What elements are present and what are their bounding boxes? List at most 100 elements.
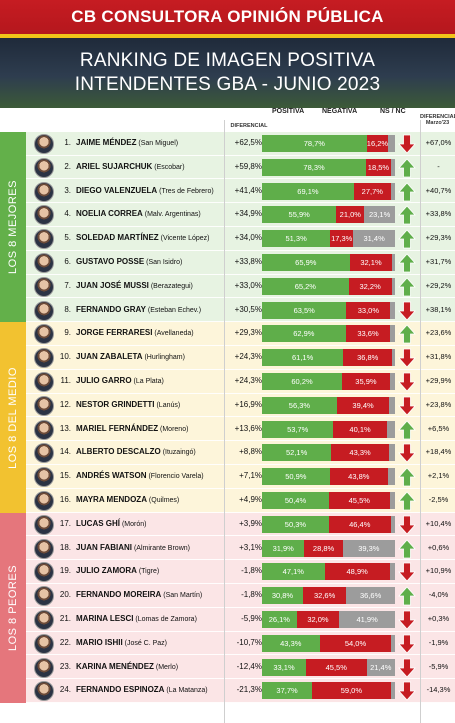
bar-positiva: 55,9% bbox=[262, 206, 337, 224]
diferencial-value: -1,8% bbox=[241, 566, 262, 576]
rank-number: 14. bbox=[59, 447, 71, 457]
table-row: 20. FERNANDO MOREIRA (San Martín) -1,8% 30,… bbox=[26, 584, 455, 608]
bar-ns-nc bbox=[386, 420, 395, 438]
municipality-text: (Avellaneda) bbox=[152, 330, 194, 338]
rank-number: 17. bbox=[59, 518, 71, 528]
diferencial-value: +34,0% bbox=[234, 233, 262, 243]
section-label-text: LOS 8 PEORES bbox=[7, 564, 19, 652]
official-name-text: MARIEL FERNÁNDEZ bbox=[76, 423, 159, 433]
rank-number: 1. bbox=[64, 138, 71, 147]
rank-number: 21. bbox=[59, 614, 71, 623]
diferencial-value: -21,3% bbox=[236, 685, 262, 695]
rank-number: 7. bbox=[64, 280, 71, 290]
diferencial-value: +24,3% bbox=[234, 352, 262, 362]
diferencial-value: -10,7% bbox=[236, 637, 262, 647]
rank-number: 11. bbox=[60, 376, 71, 385]
official-name-text: KARINA MENÉNDEZ bbox=[76, 661, 154, 671]
bar-ns-nc bbox=[392, 349, 395, 367]
bar-negativa: 43,8% bbox=[329, 468, 388, 486]
official-name-text: NESTOR GRINDETTI bbox=[76, 399, 155, 409]
rank-number: 6. bbox=[64, 257, 71, 266]
trend-up-arrow-icon bbox=[398, 467, 416, 487]
diferencial-value: +16,9% bbox=[234, 399, 262, 409]
table-row: 24. FERNANDO ESPINOZA (La Matanza) -21,3% 3… bbox=[26, 679, 455, 703]
diferencial-value: +30,5% bbox=[234, 304, 262, 314]
trend-down-arrow-icon bbox=[398, 515, 416, 535]
diferencial-prev-value: +38,1% bbox=[425, 304, 452, 314]
municipality-text: (Almirante Brown) bbox=[132, 544, 190, 552]
bar-negativa: 17,3% bbox=[330, 230, 354, 248]
avatar bbox=[34, 134, 54, 154]
municipality-text: (Morón) bbox=[120, 520, 147, 528]
trend-up-arrow-icon bbox=[398, 586, 416, 606]
bar-positiva: 33,1% bbox=[262, 658, 307, 676]
official-name-text: MARIO ISHII bbox=[76, 637, 123, 647]
bar-negativa: 43,3% bbox=[331, 444, 389, 462]
diferencial-value: +33,0% bbox=[234, 280, 262, 290]
diferencial-prev-value: +18,4% bbox=[425, 447, 452, 457]
municipality-text: (Quilmes) bbox=[146, 497, 180, 504]
diferencial-prev-value: +29,9% bbox=[425, 376, 452, 385]
diferencial-value: +34,9% bbox=[234, 209, 262, 219]
avatar bbox=[34, 443, 54, 464]
municipality-text: (La Matanza) bbox=[164, 687, 208, 695]
bar-negativa: 33,0% bbox=[346, 301, 391, 319]
bar-ns-nc: 23,1% bbox=[364, 206, 395, 224]
avatar bbox=[34, 514, 54, 535]
bar-negativa: 48,9% bbox=[324, 563, 390, 581]
official-name: KARINA MENÉNDEZ (Merlo) bbox=[76, 662, 178, 671]
header-diferencial: DIFERENCIAL bbox=[230, 123, 268, 129]
bar-positiva: 47,1% bbox=[262, 563, 325, 581]
bar-positiva: 51,3% bbox=[262, 230, 331, 248]
diferencial-prev-value: - bbox=[437, 161, 440, 171]
bar-ns-nc bbox=[389, 563, 395, 581]
avatar bbox=[34, 586, 54, 607]
avatar bbox=[34, 395, 54, 416]
official-name-text: SOLEDAD MARTÍNEZ bbox=[76, 233, 159, 243]
official-name-text: JUAN ZABALETA bbox=[76, 352, 143, 362]
trend-up-arrow-icon bbox=[398, 538, 416, 558]
bar-ns-nc: 41,9% bbox=[339, 611, 395, 628]
bar-ns-nc: 36,6% bbox=[346, 587, 395, 605]
diferencial-prev-value: -1,9% bbox=[428, 637, 449, 647]
avatar bbox=[34, 657, 54, 678]
avatar bbox=[34, 633, 54, 654]
trend-down-arrow-icon bbox=[398, 301, 416, 321]
bar-negativa: 27,7% bbox=[353, 182, 391, 200]
bar-negativa: 32,6% bbox=[302, 587, 347, 605]
rank-number: 15. bbox=[59, 471, 71, 481]
diferencial-value: +59,8% bbox=[234, 161, 262, 171]
rank-number: 19. bbox=[59, 566, 71, 576]
official-name: ARIEL SUJARCHUK (Escobar) bbox=[76, 162, 185, 171]
avatar bbox=[34, 562, 54, 583]
bar-negativa: 35,9% bbox=[342, 373, 390, 390]
table-row: 23. KARINA MENÉNDEZ (Merlo) -12,4% 33,1% 45,… bbox=[26, 656, 455, 680]
official-name-text: LUCAS GHÍ bbox=[76, 518, 120, 528]
rank-number: 18. bbox=[59, 542, 71, 552]
municipality-text: (Vicente López) bbox=[158, 235, 210, 243]
column-separator-1 bbox=[420, 120, 421, 723]
bar-positiva: 60,2% bbox=[262, 373, 343, 390]
municipality-text: (Malv. Argentinas) bbox=[142, 211, 201, 219]
table-row: 2. ARIEL SUJARCHUK (Escobar) +59,8% 78,3% 18… bbox=[26, 156, 455, 180]
table-row: 16. MAYRA MENDOZA (Quilmes) +4,9% 50,4% 45,5… bbox=[26, 489, 455, 513]
official-name: JULIO GARRO (La Plata) bbox=[76, 376, 164, 385]
municipality-text: (Florencio Varela) bbox=[146, 473, 204, 481]
avatar bbox=[34, 276, 54, 297]
bar-ns-nc bbox=[389, 396, 395, 414]
table-row: 22. MARIO ISHII (José C. Paz) -10,7% 43,3% 5… bbox=[26, 632, 455, 656]
avatar bbox=[34, 538, 54, 559]
official-name: SOLEDAD MARTÍNEZ (Vicente López) bbox=[76, 233, 210, 242]
section-label-1: LOS 8 DEL MEDIO bbox=[0, 322, 26, 513]
official-name: FERNANDO GRAY (Esteban Echev.) bbox=[76, 305, 201, 314]
trend-down-arrow-icon bbox=[398, 634, 416, 654]
rank-number: 13. bbox=[59, 423, 71, 433]
avatar bbox=[34, 348, 54, 369]
header-diferencial-prev: DIFERENCIAL Marzo'23 bbox=[420, 114, 455, 126]
bar-ns-nc bbox=[390, 182, 395, 200]
title-band: RANKING DE IMAGEN POSITIVA INTENDENTES G… bbox=[0, 38, 455, 108]
table-row: 21. MARINA LESCI (Lomas de Zamora) -5,9% 26… bbox=[26, 608, 455, 632]
official-name: MAYRA MENDOZA (Quilmes) bbox=[76, 495, 179, 504]
trend-up-arrow-icon bbox=[398, 419, 416, 439]
rank-number: 5. bbox=[64, 233, 71, 243]
